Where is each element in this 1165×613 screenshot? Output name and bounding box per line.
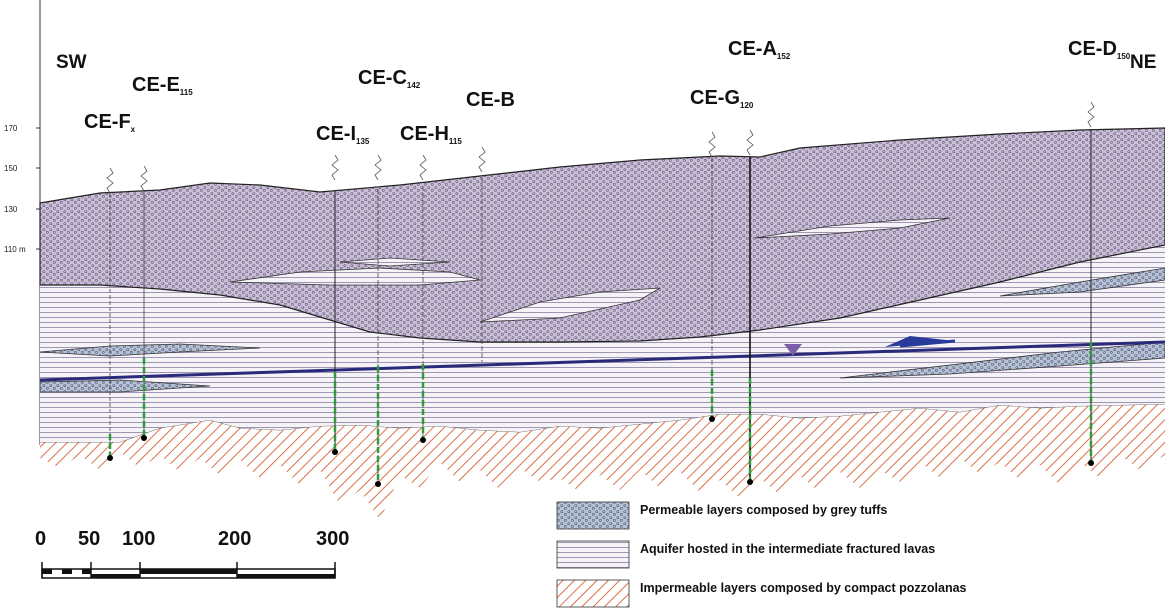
well-ce-g-bottom (709, 416, 715, 422)
well-labels: CE-Fx CE-E115 CE-I135 CE-C142 CE-H115 CE… (84, 38, 1131, 146)
wellhead-icon (140, 165, 148, 192)
scale-segment (82, 569, 91, 574)
wellhead-icon (746, 129, 754, 156)
grey-tuff-lens-right-1 (839, 341, 1165, 379)
well-label-ce-e: CE-E115 (132, 74, 193, 97)
scale-segment (140, 569, 237, 574)
well-label-ce-f: CE-Fx (84, 111, 136, 134)
elevation-tick-150: 150 (4, 164, 18, 173)
lava-lens-4 (479, 287, 661, 323)
legend: Permeable layers composed by grey tuffs … (556, 501, 967, 608)
elevation-ticks: 170 150 130 110 m (4, 124, 40, 254)
orientation-right-label: NE (1130, 52, 1156, 73)
water-table-line (39, 340, 1165, 382)
lava-lens-2 (339, 257, 451, 267)
scale-tick-100: 100 (122, 528, 155, 550)
wellhead-symbols (106, 101, 1095, 194)
scale-segment (42, 569, 52, 574)
legend-swatch-grey-tuff (556, 501, 630, 530)
wellhead-icon (374, 154, 382, 181)
well-label-ce-b: CE-B (466, 89, 515, 111)
water-table-marker (784, 344, 802, 356)
scale-tick-300: 300 (316, 528, 349, 550)
well-label-ce-c: CE-C142 (358, 67, 421, 90)
legend-label-grey-tuff: Permeable layers composed by grey tuffs (640, 503, 887, 517)
scale-tick-200: 200 (218, 528, 251, 550)
pozzolana-layer (40, 404, 1165, 520)
grey-tuff-lens-right-2 (999, 267, 1165, 297)
well-ce-a-bottom (747, 479, 753, 485)
scale-segment (91, 574, 140, 578)
scale-segment (237, 574, 335, 578)
well-label-ce-a: CE-A152 (728, 38, 791, 61)
legend-label-fractured-lava: Aquifer hosted in the intermediate fract… (640, 542, 935, 556)
wellhead-icon (478, 146, 486, 173)
well-label-ce-d: CE-D150 (1068, 38, 1131, 61)
well-label-ce-h: CE-H115 (400, 123, 462, 146)
scale-bar: 0 50 100 200 300 (35, 528, 349, 579)
well-label-ce-g: CE-G120 (690, 87, 754, 110)
well-ce-e-bottom (141, 435, 147, 441)
flow-direction-arrow (885, 336, 955, 347)
well-ce-c-bottom (375, 481, 381, 487)
well-ce-d-bottom (1088, 460, 1094, 466)
scale-tick-50: 50 (78, 528, 100, 550)
upper-tuff-layer (39, 127, 1165, 343)
wellhead-icon (419, 154, 427, 181)
well-ce-h-bottom (420, 437, 426, 443)
elevation-tick-170: 170 (4, 124, 18, 133)
elevation-tick-130: 130 (4, 205, 18, 214)
legend-label-pozzolana: Impermeable layers composed by compact p… (640, 581, 967, 595)
legend-swatch-fractured-lava (556, 540, 630, 569)
well-label-ce-i: CE-I135 (316, 123, 370, 146)
elevation-tick-110: 110 m (4, 245, 26, 254)
scale-segment (62, 569, 72, 574)
lava-lens-3 (229, 267, 481, 286)
well-ce-i-bottom (332, 449, 338, 455)
flow-direction-shaft (899, 339, 956, 348)
well-ce-f-bottom (107, 455, 113, 461)
lava-lens-1 (754, 217, 951, 239)
wellhead-icon (1087, 101, 1095, 128)
legend-swatch-pozzolana (556, 579, 630, 608)
wellhead-icon (708, 131, 716, 158)
wellhead-icon (331, 154, 339, 181)
grey-tuff-lens-left-2 (39, 379, 211, 393)
scale-tick-0: 0 (35, 528, 46, 550)
wellhead-icon (106, 167, 114, 194)
orientation-left-label: SW (56, 52, 87, 73)
wells (107, 129, 1094, 487)
